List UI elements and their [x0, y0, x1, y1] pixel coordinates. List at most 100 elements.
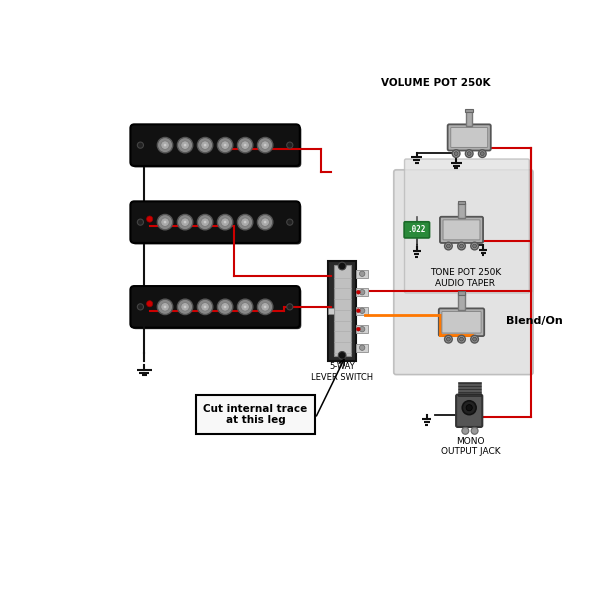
Circle shape [471, 335, 478, 343]
FancyBboxPatch shape [404, 159, 529, 293]
Circle shape [471, 427, 478, 434]
Circle shape [244, 221, 247, 224]
Circle shape [238, 137, 253, 153]
Circle shape [238, 214, 253, 230]
Circle shape [446, 337, 451, 341]
Circle shape [181, 141, 190, 149]
FancyBboxPatch shape [130, 286, 300, 328]
Text: Blend/On: Blend/On [506, 316, 563, 326]
Circle shape [458, 242, 466, 250]
Circle shape [224, 305, 227, 308]
Circle shape [445, 242, 452, 250]
Circle shape [184, 221, 187, 224]
FancyBboxPatch shape [448, 124, 491, 151]
Circle shape [473, 337, 476, 341]
Circle shape [164, 143, 167, 146]
Circle shape [458, 335, 466, 343]
Bar [466, 109, 473, 112]
Bar [196, 395, 315, 434]
Circle shape [359, 271, 365, 277]
FancyBboxPatch shape [132, 287, 301, 329]
Circle shape [356, 309, 360, 313]
Circle shape [460, 244, 463, 248]
FancyBboxPatch shape [442, 311, 481, 333]
Circle shape [217, 214, 233, 230]
Circle shape [359, 326, 365, 332]
Text: TONE POT 250K
AUDIO TAPER: TONE POT 250K AUDIO TAPER [430, 268, 501, 288]
Circle shape [356, 327, 360, 331]
Circle shape [257, 137, 273, 153]
Circle shape [161, 141, 169, 149]
FancyBboxPatch shape [456, 395, 482, 427]
Circle shape [473, 244, 476, 248]
Circle shape [241, 302, 250, 311]
Circle shape [452, 150, 460, 157]
Circle shape [224, 143, 227, 146]
Circle shape [203, 221, 206, 224]
Bar [458, 293, 464, 310]
Circle shape [146, 301, 153, 307]
Circle shape [161, 302, 169, 311]
Circle shape [462, 401, 476, 415]
Text: VOLUME POT 250K: VOLUME POT 250K [380, 78, 490, 88]
Circle shape [146, 216, 153, 222]
Circle shape [157, 214, 173, 230]
Bar [356, 344, 368, 352]
Circle shape [161, 218, 169, 226]
Circle shape [263, 221, 266, 224]
Circle shape [462, 427, 469, 434]
Circle shape [197, 299, 213, 314]
Circle shape [201, 141, 209, 149]
Circle shape [338, 352, 346, 359]
Circle shape [446, 244, 451, 248]
Circle shape [244, 143, 247, 146]
Bar [458, 292, 466, 295]
Circle shape [178, 299, 193, 314]
Circle shape [238, 299, 253, 314]
Circle shape [454, 152, 458, 155]
Circle shape [221, 141, 229, 149]
Bar [458, 385, 481, 387]
Text: 5-WAY
LEVER SWITCH: 5-WAY LEVER SWITCH [311, 362, 373, 382]
Circle shape [178, 214, 193, 230]
Circle shape [287, 142, 293, 148]
Circle shape [263, 305, 266, 308]
Bar [356, 325, 368, 333]
Circle shape [137, 142, 143, 148]
FancyBboxPatch shape [132, 203, 301, 244]
Circle shape [241, 218, 250, 226]
Circle shape [217, 137, 233, 153]
Bar [458, 382, 481, 384]
Circle shape [241, 141, 250, 149]
Circle shape [466, 150, 473, 157]
Circle shape [164, 221, 167, 224]
Circle shape [137, 219, 143, 225]
Circle shape [217, 299, 233, 314]
Text: .022: .022 [407, 226, 426, 235]
Circle shape [184, 305, 187, 308]
Circle shape [445, 335, 452, 343]
Circle shape [184, 143, 187, 146]
Bar [458, 202, 466, 205]
Circle shape [466, 404, 472, 411]
Bar [328, 260, 356, 361]
Circle shape [471, 242, 478, 250]
Text: Cut internal trace
at this leg: Cut internal trace at this leg [203, 404, 308, 425]
Circle shape [263, 143, 266, 146]
Circle shape [261, 218, 269, 226]
Circle shape [178, 137, 193, 153]
Circle shape [478, 150, 486, 157]
FancyBboxPatch shape [394, 170, 533, 374]
FancyBboxPatch shape [439, 308, 484, 336]
Bar [328, 308, 334, 314]
Circle shape [197, 137, 213, 153]
Bar [458, 388, 481, 390]
Circle shape [244, 305, 247, 308]
Circle shape [359, 290, 365, 295]
Circle shape [481, 152, 484, 155]
Circle shape [356, 290, 360, 294]
Circle shape [181, 302, 190, 311]
FancyBboxPatch shape [440, 217, 483, 243]
Bar [356, 289, 368, 296]
FancyBboxPatch shape [130, 124, 300, 166]
